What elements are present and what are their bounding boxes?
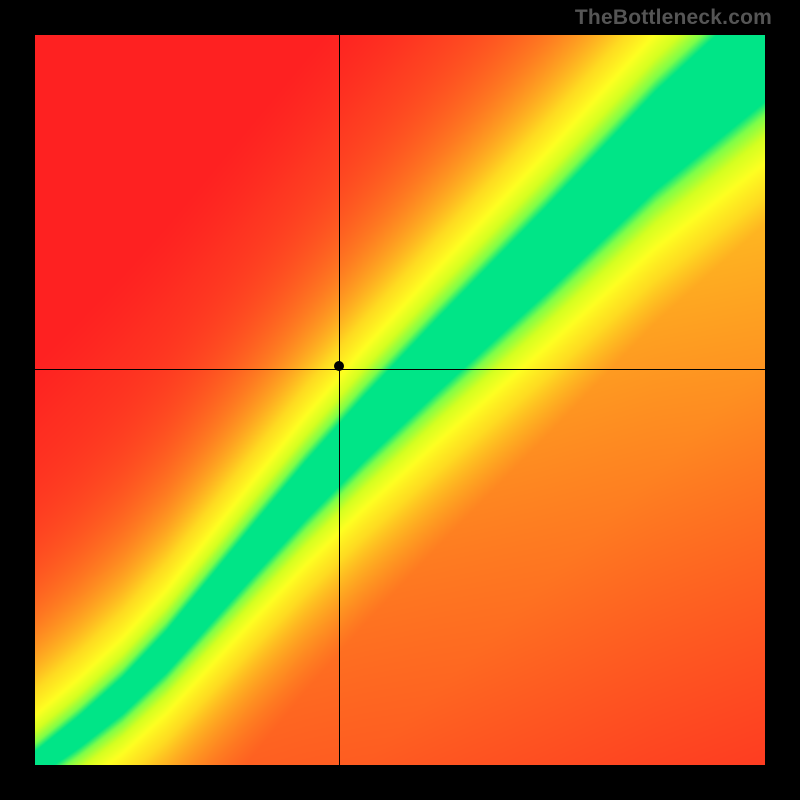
crosshair-horizontal: [35, 369, 765, 370]
marker-point: [334, 361, 344, 371]
outer-frame: TheBottleneck.com: [0, 0, 800, 800]
plot-area: [35, 35, 765, 765]
crosshair-vertical: [339, 35, 340, 765]
watermark-text: TheBottleneck.com: [575, 6, 772, 30]
heatmap-canvas: [35, 35, 765, 765]
